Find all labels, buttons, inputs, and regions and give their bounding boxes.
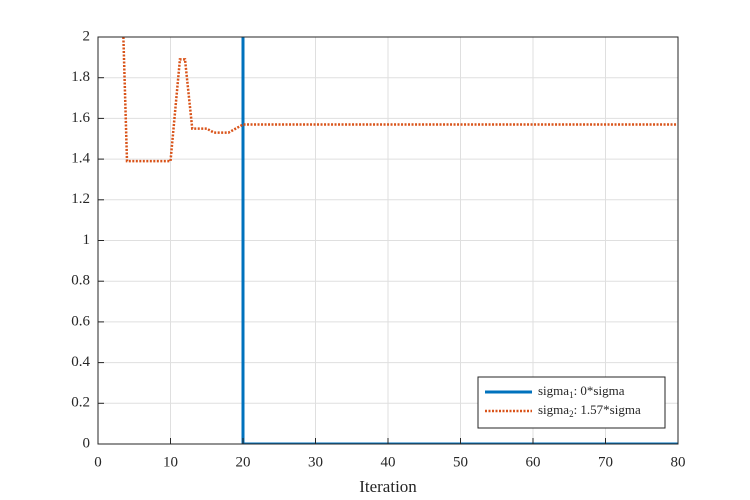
x-tick-label: 70	[598, 454, 613, 470]
legend-label-sub: 1	[569, 390, 574, 400]
y-tick-label: 1.8	[71, 69, 90, 85]
x-tick-label: 40	[381, 454, 396, 470]
y-tick-label: 2	[83, 28, 91, 44]
legend-label-rest: : 0*sigma	[574, 383, 625, 398]
series-line	[241, 37, 678, 444]
legend-label: sigma2: 1.57*sigma	[538, 402, 641, 419]
ticks: 0 10 20 30 40 50 60 70 80 0 0.2 0.4 0.6 0.8 1 1.2 1.4 1.6…	[71, 28, 685, 470]
legend-label-base: sigma	[538, 402, 569, 417]
y-tick-label: 0.4	[71, 354, 90, 370]
x-tick-label: 80	[671, 454, 686, 470]
x-tick-label: 10	[163, 454, 178, 470]
x-tick-label: 30	[308, 454, 323, 470]
x-tick-label: 0	[94, 454, 102, 470]
x-tick-label: 50	[453, 454, 468, 470]
x-axis-label: Iteration	[359, 477, 417, 496]
legend-box	[477, 376, 666, 429]
y-tick-label: 1.2	[71, 191, 90, 207]
x-tick-label: 20	[236, 454, 251, 470]
y-tick-label: 1.4	[71, 151, 90, 167]
y-tick-label: 1.6	[71, 110, 90, 126]
y-tick-label: 0.8	[71, 273, 90, 289]
series-line	[122, 37, 678, 163]
legend-label-rest: : 1.57*sigma	[574, 402, 641, 417]
legend-label-base: sigma	[538, 383, 569, 398]
plot-lines	[122, 37, 678, 444]
x-tick-label: 60	[526, 454, 541, 470]
y-tick-label: 0.6	[71, 313, 90, 329]
y-tick-label: 0	[83, 435, 91, 451]
legend-label-sub: 2	[569, 409, 574, 419]
y-tick-label: 1	[83, 232, 91, 248]
legend-label: sigma1: 0*sigma	[538, 383, 625, 400]
y-tick-label: 0.2	[71, 395, 90, 411]
